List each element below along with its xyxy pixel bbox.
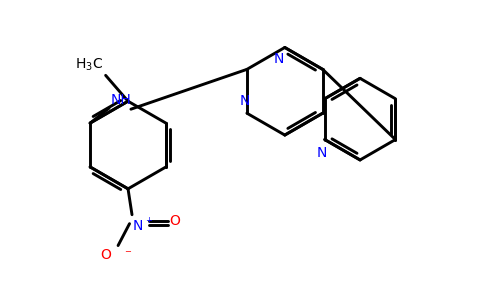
- Text: O: O: [100, 248, 111, 262]
- Text: N: N: [240, 94, 250, 108]
- Text: $^+$: $^+$: [144, 217, 154, 230]
- Text: $^-$: $^-$: [123, 248, 133, 260]
- Text: NH: NH: [111, 93, 132, 107]
- Text: H$_3$C: H$_3$C: [75, 57, 103, 74]
- Text: O: O: [169, 214, 180, 228]
- Text: N: N: [133, 219, 143, 233]
- Text: N: N: [317, 146, 327, 160]
- Text: N: N: [273, 52, 284, 67]
